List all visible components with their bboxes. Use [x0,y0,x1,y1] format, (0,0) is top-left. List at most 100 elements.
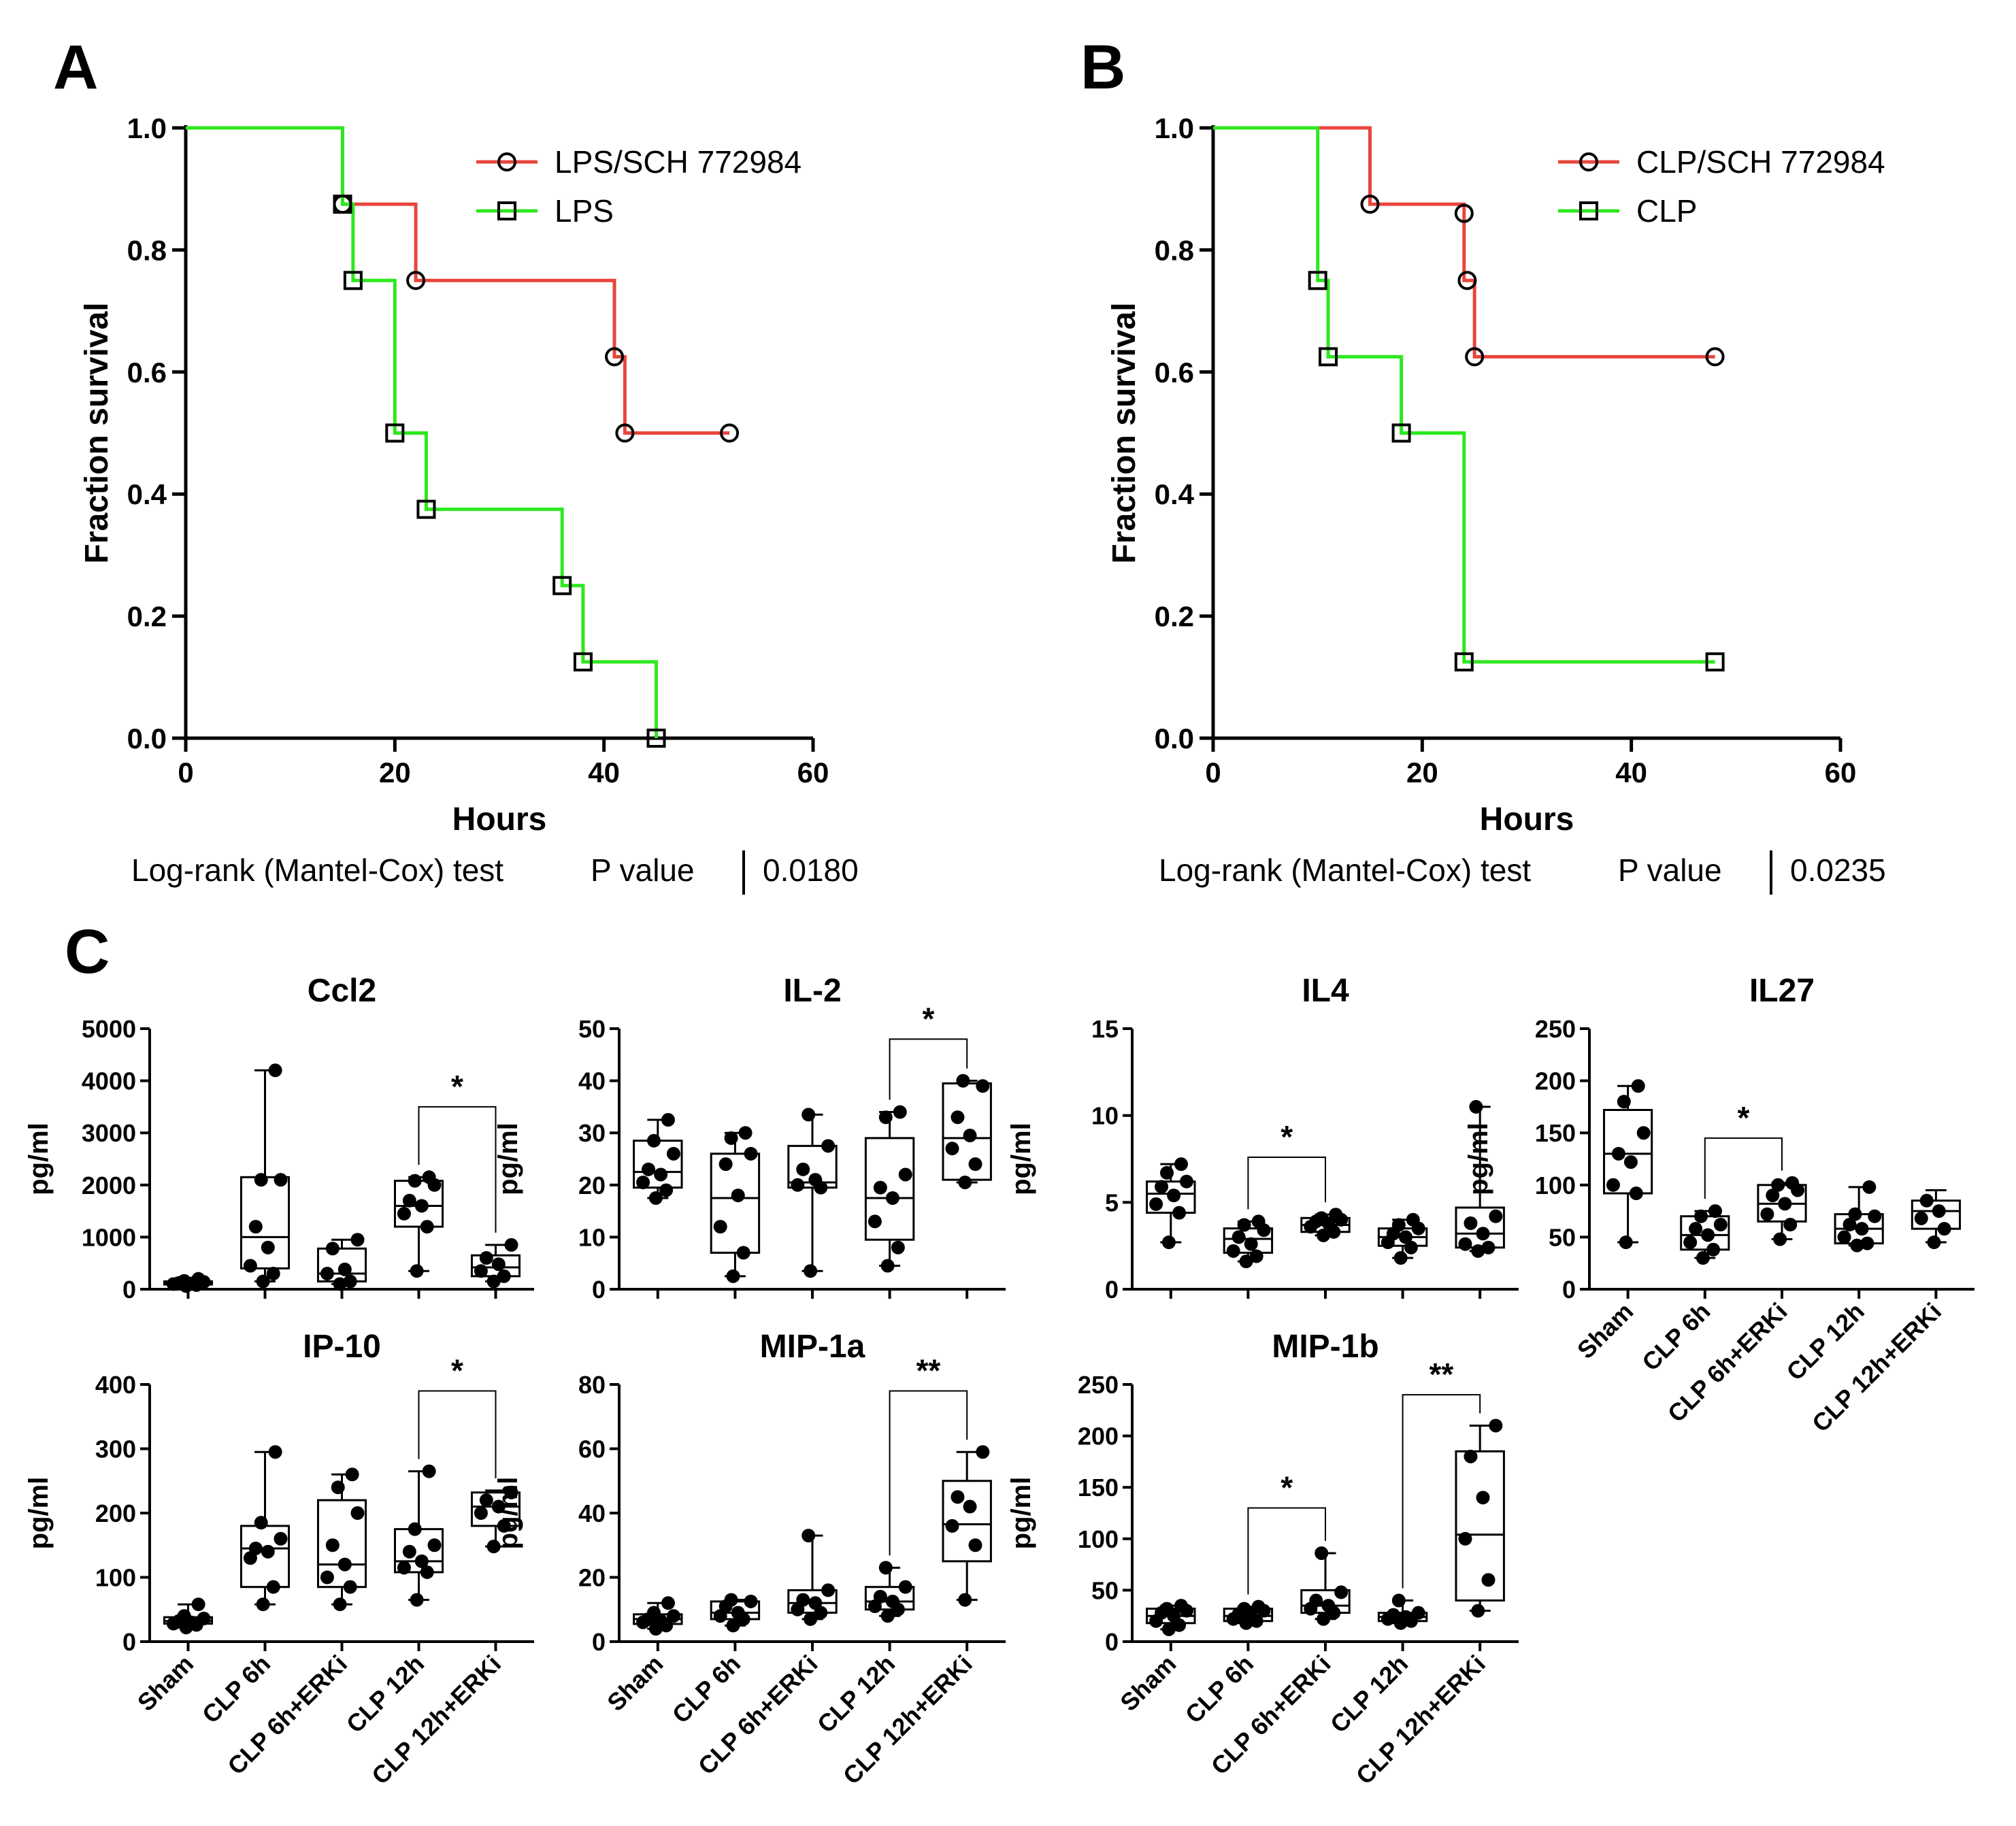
y-tick-label: 0 [592,1276,606,1304]
data-point [1226,1244,1240,1258]
p-label: P value [1618,852,1722,888]
test-name: Log-rank (Mantel-Cox) test [131,852,503,888]
data-point [422,1464,436,1478]
box-panel-ccl2 [140,1027,534,1299]
data-point [1785,1176,1800,1190]
data-point [1149,1197,1163,1211]
data-point [337,1557,352,1572]
censor-mark [406,271,426,290]
data-point [1458,1237,1472,1251]
legend-marker [497,152,516,171]
category-label: CLP 12h+ERKi [1351,1650,1491,1790]
data-point [1696,1251,1710,1265]
data-point [804,1264,818,1278]
box [710,1152,761,1254]
data-point [956,1074,970,1088]
y-tick-label: 200 [1535,1067,1576,1095]
data-point [963,1129,977,1143]
data-point [408,1522,422,1536]
y-axis-label: pg/ml [493,1477,523,1550]
data-point [1837,1230,1851,1244]
category-label: CLP 6h [1636,1297,1715,1376]
data-point [350,1233,365,1247]
data-point [254,1173,268,1187]
data-point [1404,1240,1418,1255]
category-label: CLP 6h [1180,1650,1259,1729]
data-point [333,1597,347,1612]
data-point [1862,1180,1877,1194]
y-tick-label: 200 [1078,1423,1119,1450]
p-value: 0.0235 [1790,852,1886,888]
data-point [654,1167,668,1182]
y-axis-label: pg/ml [1464,1123,1493,1195]
data-point [1868,1209,1882,1223]
data-point [867,1214,882,1229]
data-point [497,1518,511,1533]
data-point [427,1538,442,1553]
data-point [333,1277,347,1291]
censor-mark [1360,195,1380,214]
data-point [1617,1095,1631,1109]
plot-title: IL4 [1302,973,1349,1009]
data-point [1237,1601,1251,1616]
data-point [1773,1232,1787,1246]
data-point [659,1183,674,1197]
category-label: Sham [601,1650,668,1716]
data-point [1406,1212,1420,1227]
censor-mark [552,576,572,595]
significance-label: * [1280,1119,1293,1155]
data-point [1683,1235,1698,1250]
significance-bracket [1402,1394,1481,1589]
data-point [1161,1622,1176,1636]
y-axis-label: Fraction survival [1106,302,1142,563]
plot-title: MIP-1b [1272,1329,1378,1365]
data-point [1244,1237,1258,1251]
censor-mark [333,195,352,214]
data-point [1694,1209,1708,1223]
significance-bracket [889,1390,968,1556]
data-point [1701,1228,1715,1242]
data-point [1317,1612,1331,1626]
data-point [266,1580,280,1594]
data-point [1386,1608,1400,1622]
data-point [1481,1573,1496,1587]
data-point [177,1274,191,1288]
data-point [796,1593,810,1607]
data-point [1481,1240,1496,1255]
data-point [718,1157,733,1172]
data-point [1391,1218,1406,1232]
km-line-control [1213,126,1715,664]
data-point [878,1561,893,1575]
data-point [1232,1230,1246,1244]
data-point [958,1593,972,1607]
y-tick-label: 4000 [82,1067,136,1095]
y-tick-label: 50 [1549,1223,1576,1251]
significance-label: * [1280,1470,1293,1505]
data-point [648,1191,663,1205]
y-tick-label: 40 [578,1067,606,1095]
data-point [1919,1193,1934,1208]
data-point [1160,1165,1174,1180]
y-tick-label: 0.6 [1155,356,1194,388]
data-point [1167,1189,1181,1203]
box-panel-il-2 [610,1027,1006,1299]
test-name: Log-rank (Mantel-Cox) test [1159,852,1531,888]
p-value: 0.0180 [763,852,859,888]
y-tick-label: 0 [1105,1276,1119,1304]
data-point [422,1170,436,1184]
data-point [1850,1238,1864,1252]
data-point [958,1175,972,1189]
y-tick-label: 40 [578,1499,606,1527]
x-tick-label: 20 [1406,757,1438,788]
data-point [642,1162,656,1176]
y-tick-label: 20 [578,1172,606,1199]
y-axis-label: pg/ml [493,1123,523,1195]
data-point [1629,1186,1643,1201]
data-point [724,1131,738,1145]
data-point [197,1611,211,1625]
data-point [1848,1207,1862,1221]
significance-bracket [889,1038,968,1100]
y-tick-label: 0 [1105,1628,1119,1656]
category-label: CLP 6h [667,1650,746,1729]
data-point [345,1467,359,1482]
